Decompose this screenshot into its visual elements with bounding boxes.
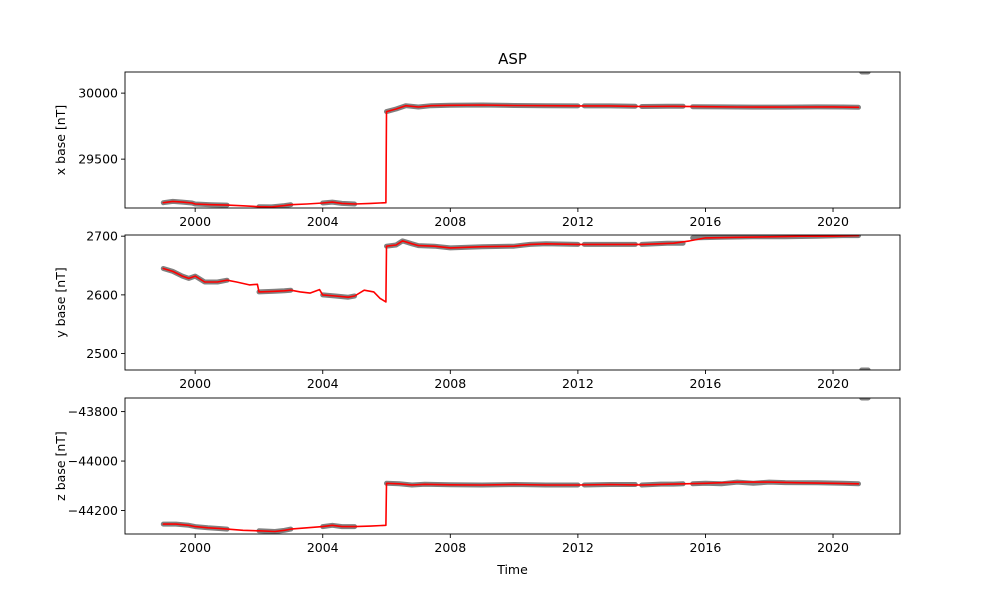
x-tick-label: 2020 (817, 376, 849, 391)
x-tick-label: 2004 (307, 376, 339, 391)
axes-frame (124, 71, 901, 209)
x-tick-label: 2016 (690, 540, 722, 555)
data-series-red-segment-0 (162, 104, 860, 208)
y-axis-label: y base [nT] (53, 267, 68, 337)
x-tick-label: 2004 (307, 214, 339, 229)
panel-x-base: 2000 2004 2008 2012 2016 2020 29500 30000 x base… (53, 71, 901, 229)
x-tick-label: 2012 (562, 214, 594, 229)
y-axis-label: z base [nT] (53, 431, 68, 501)
panel-y-base: 2000 2004 2008 2012 2016 2020 2500 2600 2700 y ba… (53, 229, 901, 391)
plot-area (160, 72, 871, 208)
x-tick-label: 2020 (817, 540, 849, 555)
x-tick-label: 2000 (179, 540, 211, 555)
figure-title: ASP (498, 50, 527, 68)
panel-z-base: 2000 2004 2008 2012 2016 2020 −44200 −44000 −438… (53, 397, 901, 555)
axes-frame (124, 397, 901, 535)
y-tick-label: −44200 (68, 503, 118, 518)
y-tick-label: 2500 (86, 346, 118, 361)
axes-frame (124, 234, 901, 371)
y-tick-label: −43800 (68, 404, 118, 419)
x-tick-label: 2004 (307, 540, 339, 555)
y-tick-label: −44000 (68, 454, 118, 469)
x-tick-label: 2016 (690, 376, 722, 391)
x-tick-label: 2020 (817, 214, 849, 229)
data-series-red-segment-0 (162, 481, 860, 533)
x-tick-label: 2008 (434, 376, 466, 391)
x-tick-label: 2008 (434, 540, 466, 555)
x-axis-label: Time (496, 562, 528, 577)
x-tick-label: 2000 (179, 376, 211, 391)
x-tick-label: 2016 (690, 214, 722, 229)
y-tick-label: 30000 (78, 86, 118, 101)
y-axis-label: x base [nT] (53, 105, 68, 175)
data-series-gray-segment-0 (160, 266, 230, 285)
x-tick-label: 2008 (434, 214, 466, 229)
plot-area (160, 235, 871, 370)
x-tick-label: 2012 (562, 540, 594, 555)
plot-area (160, 398, 871, 534)
x-tick-label: 2000 (179, 214, 211, 229)
y-tick-label: 2700 (86, 229, 118, 244)
data-series-red-segment-0 (162, 235, 860, 303)
y-tick-label: 2600 (86, 287, 118, 302)
x-tick-label: 2012 (562, 376, 594, 391)
y-tick-label: 29500 (78, 152, 118, 167)
